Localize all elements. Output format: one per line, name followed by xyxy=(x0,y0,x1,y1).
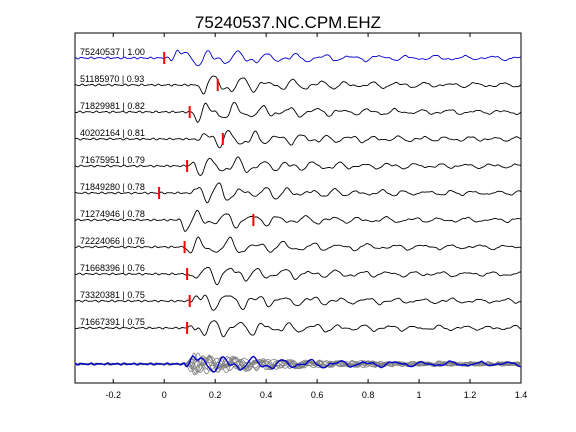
waveform-line xyxy=(74,75,522,95)
waveform-line xyxy=(75,294,522,311)
trace-row: 71849280 | 0.78 xyxy=(74,182,522,204)
x-axis: -0.2 0 0.2 0.4 0.6 0.8 1 1.2 1.4 xyxy=(105,33,527,400)
trace-label: 71274946 | 0.78 xyxy=(80,209,145,219)
trace-row: 71274946 | 0.78 xyxy=(74,209,522,232)
trace-row: 73320381 | 0.75 xyxy=(75,290,522,311)
trace-label: 51185970 | 0.93 xyxy=(80,74,144,84)
stack-reference-line xyxy=(74,355,522,373)
waveform-line xyxy=(74,101,522,124)
x-tick-label: 1.2 xyxy=(464,390,477,400)
trace-label: 71667391 | 0.75 xyxy=(80,317,145,327)
x-tick-label: 0 xyxy=(162,390,167,400)
waveform-line xyxy=(74,130,522,149)
waveform-line xyxy=(74,182,522,204)
x-tick-label: -0.2 xyxy=(105,390,121,400)
trace-label: 71829981 | 0.82 xyxy=(80,101,145,111)
stack-layer xyxy=(74,352,522,376)
trace-row: 71675951 | 0.79 xyxy=(74,155,522,176)
x-tick-label: 0.8 xyxy=(362,390,375,400)
chart-title: 75240537.NC.CPM.EHZ xyxy=(195,13,381,32)
waveform-line xyxy=(74,49,522,67)
trace-row: 40202164 | 0.81 xyxy=(74,128,522,149)
waveform-line xyxy=(74,320,522,338)
trace-label: 71849280 | 0.78 xyxy=(80,182,145,192)
plot-frame xyxy=(74,32,522,384)
x-tick-label: 0.6 xyxy=(311,390,324,400)
x-tick-label: 1.4 xyxy=(515,390,528,400)
trace-label: 72224066 | 0.76 xyxy=(80,236,145,246)
x-tick-label: 0.4 xyxy=(260,390,273,400)
trace-row: 71667391 | 0.75 xyxy=(74,317,522,338)
trace-label: 71668396 | 0.76 xyxy=(80,263,145,273)
trace-row: 51185970 | 0.93 xyxy=(74,74,522,95)
x-tick-label: 0.2 xyxy=(209,390,222,400)
trace-label: 40202164 | 0.81 xyxy=(80,128,145,138)
trace-row: 72224066 | 0.76 xyxy=(75,236,522,254)
trace-label: 71675951 | 0.79 xyxy=(80,155,145,165)
trace-label: 75240537 | 1.00 xyxy=(80,47,145,57)
trace-row: 71829981 | 0.82 xyxy=(74,101,522,124)
x-tick-label: 1 xyxy=(417,390,422,400)
traces-layer: 75240537 | 1.00 51185970 | 0.93 71829981 |… xyxy=(74,47,522,338)
waveform-line xyxy=(74,267,521,286)
waveform-line xyxy=(75,236,522,254)
waveform-line xyxy=(74,156,522,176)
trace-row: 75240537 | 1.00 xyxy=(74,47,522,67)
trace-row: 71668396 | 0.76 xyxy=(74,263,521,286)
waveform-line xyxy=(74,209,522,232)
trace-label: 73320381 | 0.75 xyxy=(80,290,145,300)
